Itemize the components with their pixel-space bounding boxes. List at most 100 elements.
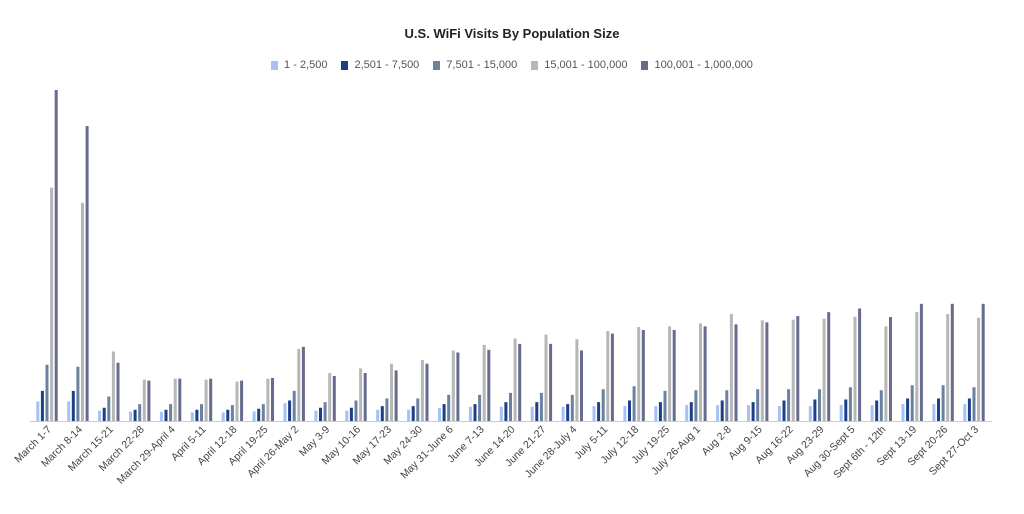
- bar: [950, 303, 954, 421]
- bar: [169, 404, 173, 421]
- bar: [747, 405, 750, 421]
- bar: [314, 410, 318, 421]
- bar: [107, 396, 111, 421]
- bar: [787, 389, 791, 421]
- bar: [133, 409, 137, 421]
- bar: [716, 405, 720, 421]
- legend-item: 7,501 - 15,000: [433, 59, 517, 71]
- bar: [796, 316, 800, 421]
- bar: [654, 406, 658, 421]
- bar: [271, 377, 274, 421]
- bar: [544, 334, 548, 421]
- bar: [390, 363, 393, 421]
- bar: [190, 412, 194, 421]
- bar: [111, 351, 115, 421]
- bar: [71, 390, 75, 421]
- bar: [487, 349, 491, 421]
- bar: [478, 394, 482, 421]
- bar: [875, 400, 879, 421]
- bar: [751, 402, 755, 421]
- bar: [129, 411, 132, 421]
- bar: [672, 329, 676, 422]
- bar: [438, 408, 441, 421]
- bar: [518, 343, 522, 421]
- bar: [200, 404, 203, 421]
- bar: [858, 308, 862, 421]
- bar: [354, 400, 358, 421]
- bar: [376, 409, 380, 421]
- bar: [756, 389, 760, 421]
- bar: [332, 375, 336, 421]
- bar: [221, 412, 225, 421]
- bar: [668, 326, 672, 421]
- bar: [301, 346, 305, 421]
- bar: [972, 387, 976, 421]
- bar: [230, 405, 234, 421]
- bar: [734, 324, 738, 421]
- bar: [685, 405, 689, 421]
- bar: [394, 370, 398, 421]
- bar: [827, 312, 831, 421]
- legend-item: 15,001 - 100,000: [531, 59, 627, 71]
- bar: [606, 330, 610, 421]
- bar: [839, 405, 843, 421]
- legend-label: 1 - 2,500: [284, 59, 328, 71]
- bar: [473, 404, 477, 421]
- bar: [791, 319, 795, 421]
- bar: [884, 326, 888, 421]
- bar: [482, 344, 486, 421]
- legend-swatch: [271, 60, 279, 70]
- bar: [257, 408, 261, 421]
- bar: [561, 406, 565, 421]
- bar: [328, 373, 332, 421]
- bar: [116, 362, 120, 421]
- bar: [818, 389, 821, 421]
- bar: [226, 409, 230, 421]
- bar: [694, 390, 698, 421]
- bar: [173, 378, 177, 421]
- legend-item: 100,001 - 1,000,000: [641, 59, 753, 71]
- bar: [45, 364, 49, 421]
- bar: [889, 317, 892, 421]
- bar: [411, 406, 415, 421]
- bar: [252, 411, 256, 421]
- bar: [195, 409, 199, 421]
- legend-swatch: [531, 60, 539, 70]
- legend-swatch: [341, 60, 349, 70]
- bar: [323, 402, 327, 421]
- bar: [853, 316, 857, 422]
- bar: [901, 404, 905, 421]
- bar: [963, 404, 967, 421]
- legend-label: 100,001 - 1,000,000: [654, 59, 753, 71]
- legend-swatch: [433, 60, 441, 70]
- legend-item: 2,501 - 7,500: [341, 59, 419, 71]
- bar: [54, 90, 58, 421]
- bar: [456, 352, 460, 421]
- bar: [932, 404, 936, 421]
- bar: [870, 405, 874, 421]
- bar: [699, 323, 702, 421]
- bar: [359, 368, 363, 421]
- bar: [292, 390, 296, 421]
- bar: [380, 406, 384, 421]
- bar: [67, 401, 71, 421]
- bar: [628, 400, 631, 421]
- bar: [946, 314, 950, 421]
- bar: [782, 400, 786, 421]
- bar: [385, 398, 389, 421]
- bar: [597, 402, 601, 421]
- bar: [513, 338, 517, 421]
- bar: [610, 333, 614, 421]
- bar: [468, 406, 472, 421]
- bar: [967, 398, 971, 421]
- bar: [575, 339, 579, 421]
- bar: [363, 373, 367, 421]
- bar: [509, 392, 512, 422]
- bar: [535, 402, 539, 421]
- bar: [407, 409, 411, 421]
- bar: [297, 348, 301, 421]
- bar: [637, 327, 641, 421]
- legend-label: 2,501 - 7,500: [354, 59, 420, 71]
- bar: [319, 407, 322, 421]
- bar: [345, 410, 349, 421]
